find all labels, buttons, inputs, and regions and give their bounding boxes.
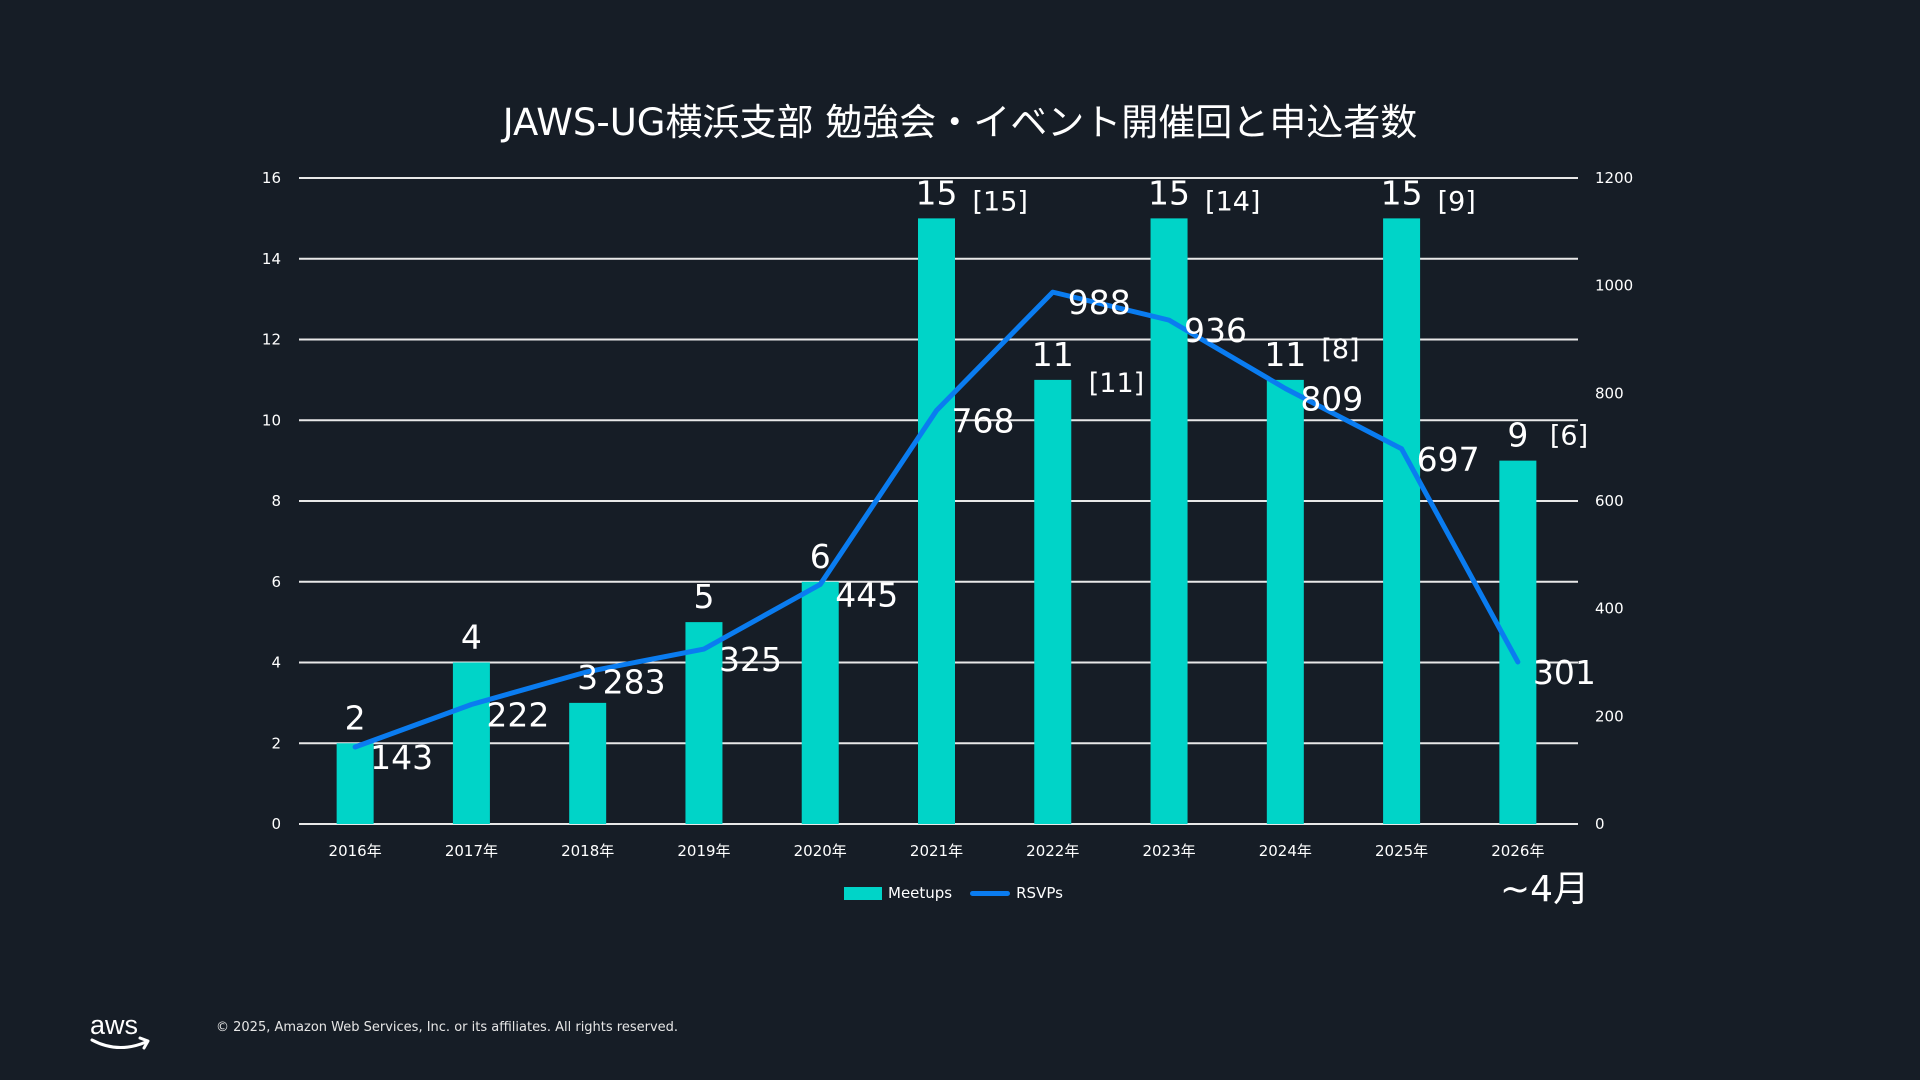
y-left-tick-label: 14 xyxy=(262,250,281,268)
y-right-tick-label: 1000 xyxy=(1595,277,1633,295)
rsvps-value-label: 325 xyxy=(719,640,782,679)
rsvps-value-label: 222 xyxy=(486,695,549,734)
copyright-text: © 2025, Amazon Web Services, Inc. or its… xyxy=(216,1020,679,1035)
period-note: ~4月 xyxy=(1500,869,1590,910)
rsvps-value-label: 809 xyxy=(1300,379,1363,418)
meetups-value-label: 15 xyxy=(1381,173,1423,212)
rsvps-value-label: 283 xyxy=(603,663,666,702)
rsvps-value-label: 301 xyxy=(1533,653,1596,692)
y-left-tick-label: 8 xyxy=(271,492,281,510)
meetups-value-label: 9 xyxy=(1507,416,1528,455)
meetups-value-label: 6 xyxy=(810,537,831,576)
annotation-label: [6] xyxy=(1550,421,1588,452)
meetups-value-label: 15 xyxy=(1148,173,1190,212)
y-axis-left: 0 2 4 6 8 10 12 14 16 xyxy=(262,169,281,833)
meetups-bar xyxy=(918,218,955,824)
y-left-tick-label: 4 xyxy=(271,654,281,672)
annotation-label: [15] xyxy=(973,186,1028,217)
meetups-bars xyxy=(336,218,1537,824)
x-tick-label: 2021年 xyxy=(910,842,963,860)
meetups-bar xyxy=(452,662,490,824)
chart-title: JAWS-UG横浜支部 勉強会・イベント開催回と申込者数 xyxy=(502,101,1418,144)
rsvps-value-label: 988 xyxy=(1068,283,1131,322)
rsvps-line-group xyxy=(352,289,1521,750)
meetups-value-label: 15 xyxy=(916,173,958,212)
rsvps-value-label: 143 xyxy=(370,738,433,777)
y-right-tick-label: 400 xyxy=(1595,600,1624,618)
annotation-label: [11] xyxy=(1089,368,1144,399)
meetups-bar xyxy=(336,743,374,824)
y-left-tick-label: 6 xyxy=(271,573,281,591)
rsvps-value-label: 936 xyxy=(1184,311,1247,350)
x-tick-label: 2025年 xyxy=(1375,842,1428,860)
data-labels: 2 4 3 5 6 15 11 15 11 15 9 143 222 283 325 445 768 988 936… xyxy=(345,173,1596,777)
meetups-value-label: 11 xyxy=(1032,335,1074,374)
y-left-tick-label: 10 xyxy=(262,411,281,429)
x-tick-label: 2026年 xyxy=(1491,842,1544,860)
annotation-label: [9] xyxy=(1438,186,1476,217)
x-tick-label: 2017年 xyxy=(445,842,498,860)
rsvps-value-label: 697 xyxy=(1417,440,1480,479)
legend: Meetups RSVPs xyxy=(844,884,1063,902)
meetups-value-label: 11 xyxy=(1264,335,1306,374)
meetups-value-label: 3 xyxy=(577,658,598,697)
y-right-tick-label: 200 xyxy=(1595,707,1624,725)
meetups-value-label: 2 xyxy=(345,698,366,737)
meetups-bar xyxy=(569,702,607,824)
legend-item-meetups: Meetups xyxy=(844,884,952,902)
legend-item-rsvps: RSVPs xyxy=(970,884,1063,902)
aws-logo-icon: aws xyxy=(90,1010,150,1050)
rsvps-swatch xyxy=(970,890,1011,896)
legend-label-rsvps: RSVPs xyxy=(1016,884,1063,902)
svg-text:aws: aws xyxy=(90,1010,138,1040)
meetups-bar xyxy=(1150,218,1188,824)
meetups-bar xyxy=(1266,379,1304,824)
x-tick-label: 2018年 xyxy=(561,842,614,860)
meetups-swatch xyxy=(844,886,882,900)
x-axis: 2016年 2017年 2018年 2019年 2020年 2021年 2022年 2023年… xyxy=(329,842,1545,860)
annotation-label: [14] xyxy=(1205,186,1260,217)
y-left-tick-label: 2 xyxy=(271,734,281,752)
y-left-tick-label: 12 xyxy=(262,331,281,349)
y-left-tick-label: 16 xyxy=(262,169,281,187)
x-tick-label: 2022年 xyxy=(1026,842,1079,860)
meetups-value-label: 4 xyxy=(461,618,482,657)
meetups-bar xyxy=(1034,379,1072,824)
x-tick-label: 2020年 xyxy=(794,842,847,860)
x-tick-label: 2016年 xyxy=(329,842,382,860)
annotation-label: [8] xyxy=(1321,334,1359,365)
x-tick-label: 2024年 xyxy=(1259,842,1312,860)
y-right-tick-label: 600 xyxy=(1595,492,1624,510)
y-axis-right: 0 200 400 600 800 1000 1200 xyxy=(1595,169,1633,833)
meetups-bar xyxy=(1383,218,1421,824)
meetups-value-label: 5 xyxy=(693,577,714,616)
y-right-tick-label: 0 xyxy=(1595,815,1605,833)
x-tick-label: 2019年 xyxy=(677,842,730,860)
rsvps-value-label: 768 xyxy=(952,402,1015,441)
legend-label-meetups: Meetups xyxy=(888,884,953,902)
y-left-tick-label: 0 xyxy=(271,815,281,833)
meetups-bar xyxy=(685,622,723,824)
meetups-bar xyxy=(801,581,839,824)
y-right-tick-label: 1200 xyxy=(1595,169,1633,187)
y-right-tick-label: 800 xyxy=(1595,384,1624,402)
x-tick-label: 2023年 xyxy=(1142,842,1195,860)
rsvps-value-label: 445 xyxy=(835,575,898,614)
